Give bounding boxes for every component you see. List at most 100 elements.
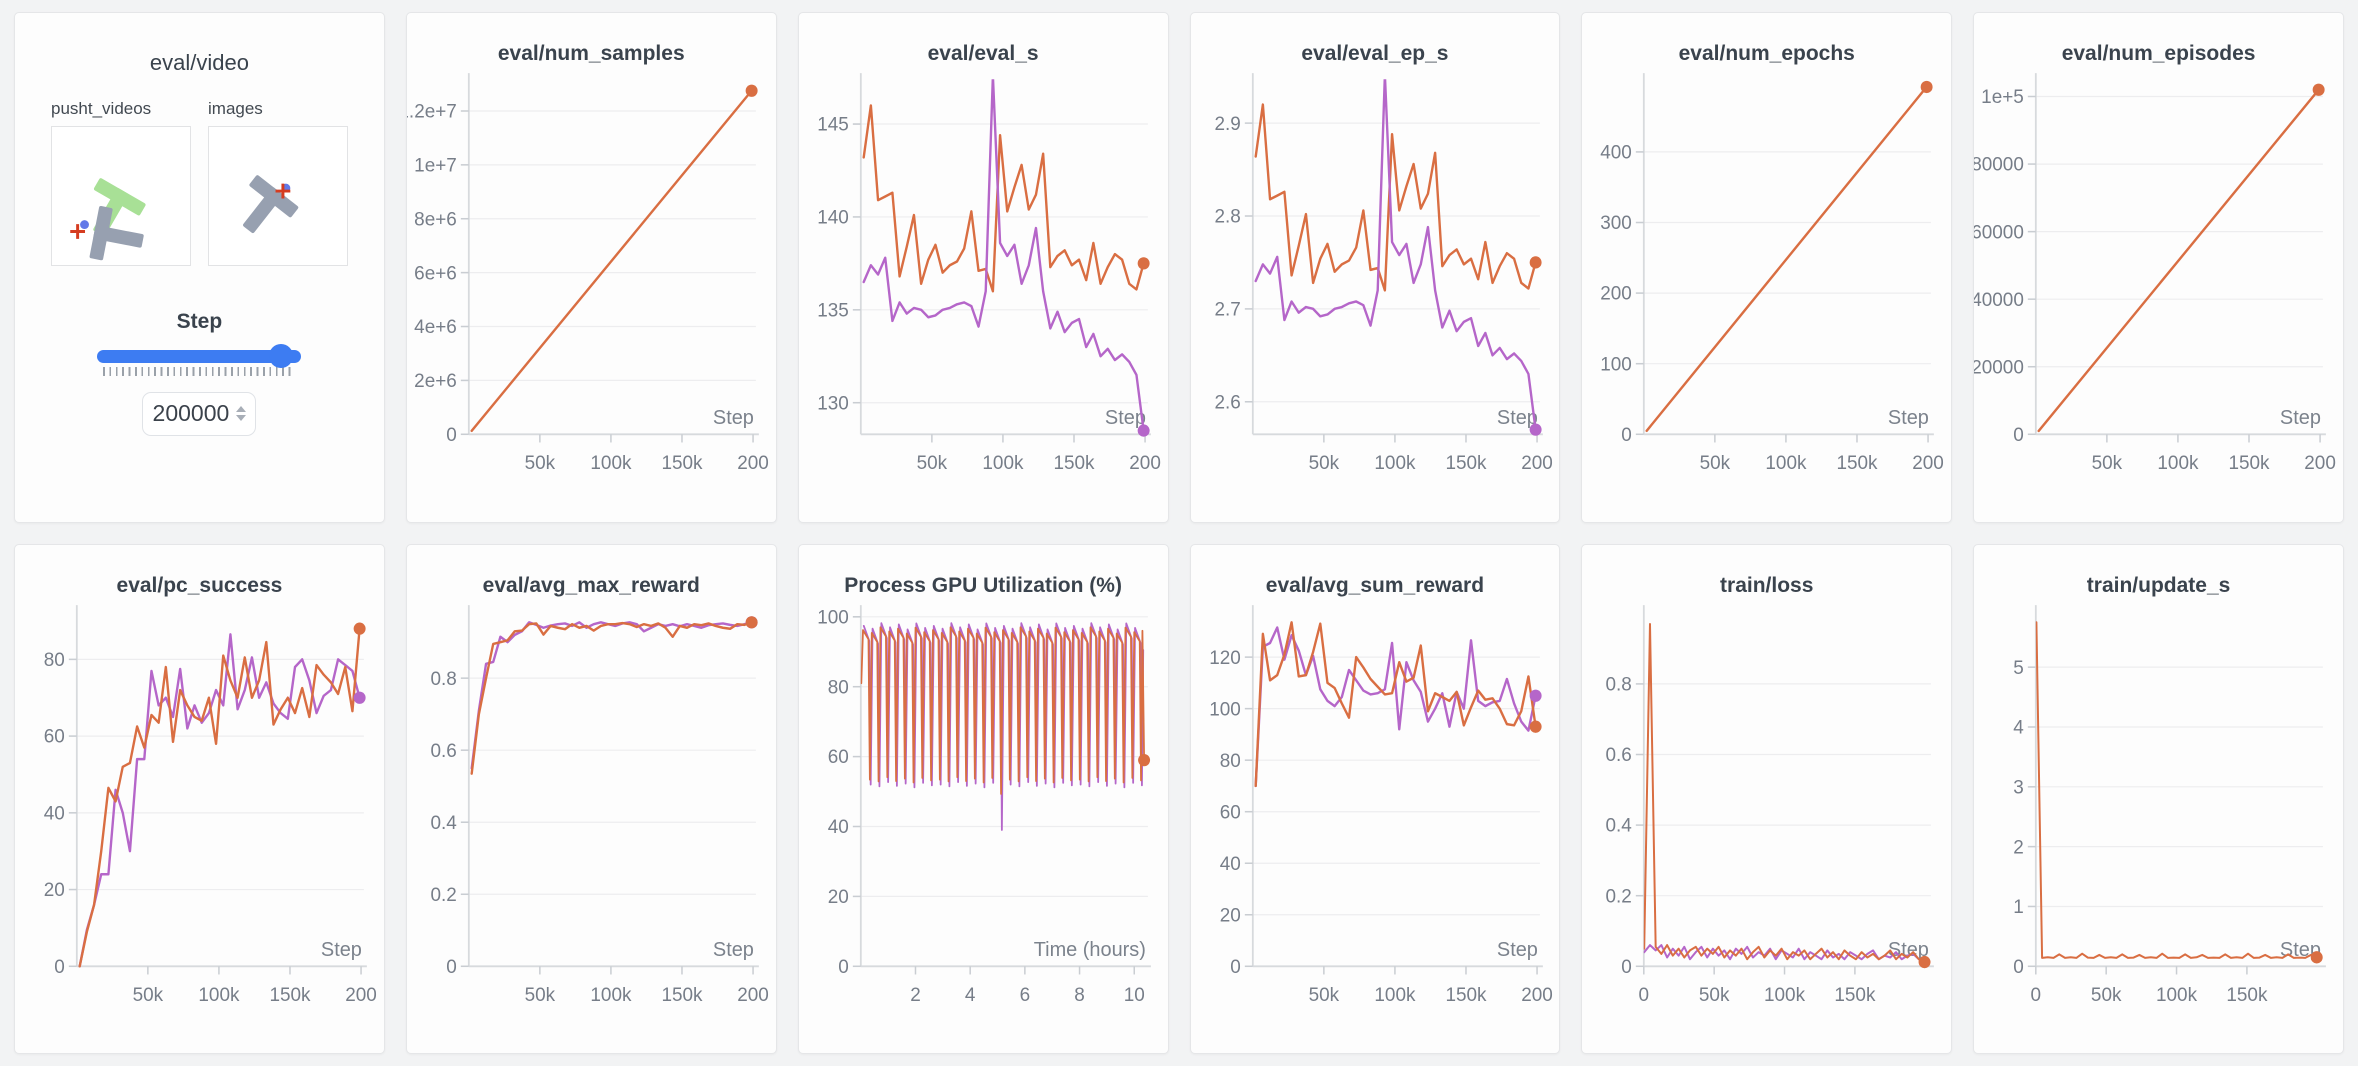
panel-title: train/loss (1720, 573, 1814, 597)
svg-text:1e+7: 1e+7 (414, 156, 457, 177)
svg-text:0.2: 0.2 (1606, 886, 1632, 907)
step-slider-block: Step 200000 (15, 310, 384, 436)
step-slider-ruler (103, 366, 296, 376)
chart-canvas[interactable]: 50k 100k 150k 200 0 2e+6 4e+6 6e+6 8e+6 1e+7 1.2e+… (407, 67, 776, 521)
x-axis-ticks: 50k 100k 150k 200 (1308, 966, 1552, 1006)
panel-gpu-utilization: Process GPU Utilization (%) 2 4 6 8 10 0 20 40 60… (797, 543, 1169, 1054)
chart-canvas[interactable]: 50k 100k 150k 200 0 20 40 60 80 100 120 Step (1191, 599, 1560, 1053)
svg-text:20: 20 (827, 887, 848, 908)
svg-text:100k: 100k (2158, 453, 2199, 474)
svg-text:2.9: 2.9 (1214, 114, 1240, 135)
svg-text:2.7: 2.7 (1214, 300, 1240, 321)
svg-text:50k: 50k (524, 453, 555, 474)
svg-text:1.2e+7: 1.2e+7 (407, 102, 457, 123)
svg-text:60: 60 (1219, 802, 1240, 823)
chart-canvas[interactable]: 50k 100k 150k 200 2.6 2.7 2.8 2.9 Step (1191, 67, 1560, 521)
series-group (860, 621, 1145, 831)
svg-text:6: 6 (1019, 985, 1030, 1006)
chart-canvas[interactable]: 50k 100k 150k 200 0 0.2 0.4 0.6 0.8 Step (407, 599, 776, 1053)
svg-text:200: 200 (1521, 453, 1553, 474)
svg-text:2: 2 (2013, 837, 2024, 858)
svg-text:40: 40 (1219, 853, 1240, 874)
x-axis-title: Step (321, 939, 362, 961)
svg-text:0.2: 0.2 (430, 884, 456, 905)
panel-title: eval/pc_success (116, 573, 283, 597)
svg-text:10: 10 (1123, 985, 1144, 1006)
step-input-spinner[interactable] (236, 406, 247, 421)
x-axis-title: Step (713, 939, 754, 961)
svg-text:150k: 150k (1445, 985, 1486, 1006)
y-axis-ticks: 0 0.2 0.4 0.6 0.8 (430, 668, 469, 978)
svg-text:1: 1 (2013, 897, 2024, 918)
step-slider-thumb[interactable] (269, 343, 293, 368)
svg-text:2.6: 2.6 (1214, 392, 1240, 413)
svg-text:4e+6: 4e+6 (414, 317, 457, 338)
x-axis-ticks: 2 4 6 8 10 (910, 966, 1144, 1006)
svg-text:120: 120 (1209, 647, 1241, 668)
target-cross-icon (70, 223, 86, 239)
pusht-image-frame (209, 126, 347, 265)
endpoint-dot-orange (1529, 720, 1542, 733)
svg-text:100: 100 (1601, 354, 1633, 375)
chart-canvas[interactable]: 50k 100k 150k 200 0 100 200 300 400 Step (1582, 67, 1951, 521)
thumb-canvas-images[interactable] (208, 125, 348, 266)
panel-title: eval/avg_max_reward (482, 573, 700, 597)
panel-train-loss: train/loss 0 50k 100k 150k 0 0.2 0.4 0.6 0.8 Step (1581, 543, 1953, 1054)
step-slider[interactable] (97, 343, 302, 368)
svg-text:200: 200 (1129, 453, 1161, 474)
media-thumb-pusht_videos: pusht_videos (51, 99, 191, 266)
svg-text:200: 200 (1601, 284, 1633, 305)
svg-text:50k: 50k (2091, 985, 2122, 1006)
series-group (1253, 79, 1537, 432)
chart-canvas[interactable]: 50k 100k 150k 200 130 135 140 145 Step (799, 67, 1168, 521)
panel-title: eval/num_samples (497, 42, 685, 65)
svg-text:140: 140 (817, 208, 849, 229)
x-axis-ticks: 50k 100k 150k 200 (524, 434, 769, 474)
series-group (1645, 85, 1929, 433)
svg-text:100k: 100k (1766, 453, 1807, 474)
series-line-purple (1253, 626, 1537, 787)
endpoint-dot-orange (1529, 256, 1542, 269)
thumb-label: pusht_videos (51, 98, 152, 118)
svg-text:150k: 150k (1835, 985, 1876, 1006)
series-line-purple (1253, 79, 1537, 432)
x-axis-ticks: 50k 100k 150k 200 (1308, 434, 1553, 474)
series-line-orange (862, 104, 1145, 293)
svg-text:0: 0 (446, 425, 457, 446)
series-group (78, 627, 361, 968)
endpoint-dot-orange (745, 84, 758, 98)
y-axis-ticks: 0 100 200 300 400 (1601, 143, 1645, 446)
chart-canvas[interactable]: 50k 100k 150k 200 0 20000 40000 60000 80000 1e+5 S… (1974, 67, 2343, 521)
svg-text:60: 60 (44, 726, 65, 747)
thumb-canvas-pusht_videos[interactable] (51, 125, 191, 266)
endpoint-dot-purple (1529, 423, 1542, 437)
y-axis-ticks: 0 2e+6 4e+6 6e+6 8e+6 1e+7 1.2e+7 (407, 102, 469, 446)
spinner-up-icon[interactable] (236, 406, 247, 412)
svg-text:100: 100 (1209, 699, 1241, 720)
svg-text:50k: 50k (916, 453, 947, 474)
panel-train-update-s: train/update_s 0 50k 100k 150k 0 1 2 3 4 5 Step (1973, 543, 2344, 1054)
step-input[interactable]: 200000 (142, 391, 257, 436)
panel-title: eval/video (149, 50, 249, 75)
svg-text:0: 0 (1230, 956, 1241, 977)
svg-text:40: 40 (44, 803, 65, 824)
svg-text:200: 200 (1913, 453, 1945, 474)
endpoint-dot-orange (1137, 753, 1150, 766)
endpoint-dot-orange (1137, 257, 1150, 270)
svg-text:145: 145 (817, 115, 849, 136)
svg-text:4: 4 (965, 985, 976, 1006)
endpoint-dot-orange (2312, 83, 2325, 97)
chart-canvas[interactable]: 50k 100k 150k 200 0 20 40 60 80 Step (15, 599, 384, 1053)
endpoint-dot-purple (1529, 689, 1542, 702)
svg-text:0: 0 (1639, 985, 1650, 1006)
gray-t-shape (89, 205, 144, 260)
svg-text:2.8: 2.8 (1214, 207, 1240, 228)
svg-text:2: 2 (910, 985, 921, 1006)
svg-text:100k: 100k (2156, 985, 2197, 1006)
endpoint-dot-orange (353, 622, 366, 635)
panel-eval-num-samples: eval/num_samples 50k 100k 150k 200 0 2e+6 4e+6 6… (405, 12, 777, 523)
spinner-down-icon[interactable] (236, 415, 247, 421)
